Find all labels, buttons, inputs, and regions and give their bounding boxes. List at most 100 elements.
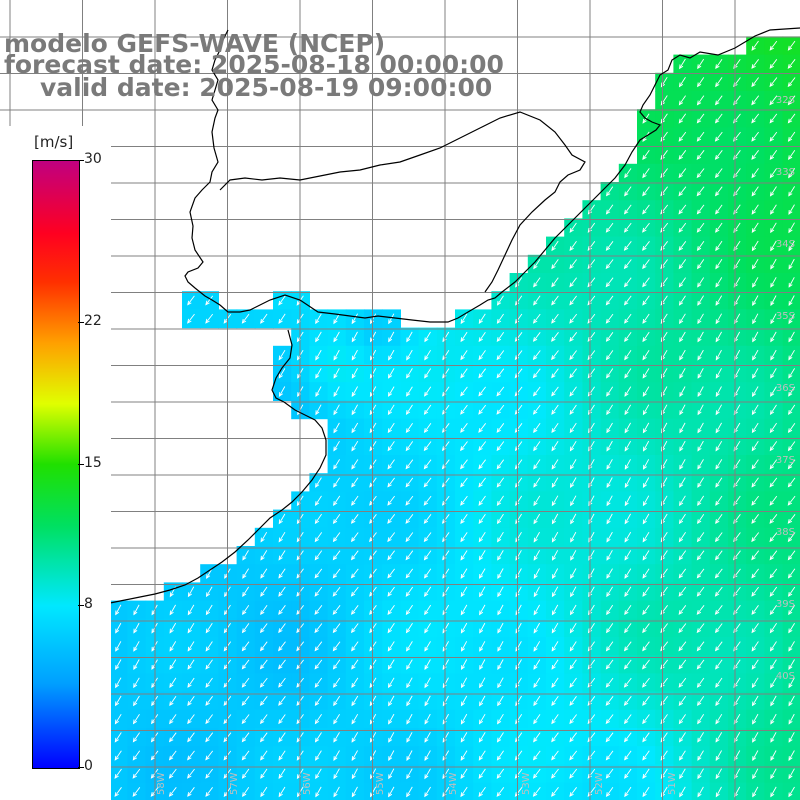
wind-arrow: [751, 532, 760, 543]
wind-arrow: [624, 350, 632, 361]
wind-arrow: [551, 259, 559, 270]
colorbar-tick-mark: [78, 463, 84, 465]
wind-arrow: [406, 641, 413, 652]
wind-arrow: [715, 477, 723, 488]
wind-arrow: [552, 550, 559, 561]
wind-arrow: [114, 695, 122, 707]
wind-arrow: [405, 550, 414, 561]
wind-arrow: [241, 768, 250, 779]
wind-arrow: [259, 659, 268, 670]
wind-arrow: [751, 441, 759, 452]
wind-arrow: [351, 768, 358, 780]
wind-arrow: [332, 513, 341, 525]
wind-arrow: [387, 514, 396, 524]
wind-arrow: [751, 59, 759, 69]
wind-arrow: [714, 605, 723, 615]
wind-arrow: [259, 641, 268, 652]
wind-arrow: [132, 768, 141, 779]
wind-arrow: [333, 768, 340, 780]
wind-arrow: [770, 349, 777, 361]
wind-arrow: [515, 641, 522, 652]
wind-arrow: [205, 586, 213, 598]
wind-arrow: [678, 605, 687, 615]
wind-arrow: [314, 586, 323, 597]
wind-arrow: [678, 586, 687, 597]
wind-arrow: [187, 604, 195, 616]
wind-arrow: [187, 313, 195, 324]
wind-arrow: [788, 186, 795, 197]
wind-arrow: [587, 350, 596, 361]
wind-arrow: [187, 695, 195, 707]
wind-arrow: [769, 404, 777, 415]
wind-arrow: [187, 677, 195, 688]
wind-arrow: [551, 404, 559, 415]
wind-arrow: [770, 677, 777, 689]
wind-arrow: [624, 459, 631, 470]
wind-arrow: [405, 495, 414, 506]
wind-arrow: [278, 386, 286, 397]
wind-arrow: [333, 368, 340, 379]
wind-arrow: [678, 77, 686, 88]
wind-arrow: [406, 768, 413, 780]
wind-arrow: [678, 695, 687, 707]
wind-arrow: [115, 677, 122, 689]
wind-arrow: [351, 695, 359, 707]
wind-arrow: [388, 786, 395, 798]
wind-arrow: [406, 786, 413, 798]
wind-arrow: [496, 477, 505, 488]
wind-arrow: [169, 695, 177, 707]
wind-arrow: [606, 422, 613, 434]
wind-arrow: [169, 604, 176, 616]
wind-arrow: [569, 768, 578, 779]
wind-arrow: [551, 586, 559, 598]
wind-arrow: [678, 677, 687, 688]
wind-arrow: [696, 150, 705, 160]
wind-arrow: [642, 186, 650, 197]
wind-arrow: [315, 477, 322, 488]
wind-arrow: [387, 641, 395, 652]
wind-arrow: [696, 222, 705, 233]
wind-arrow: [696, 641, 705, 652]
wind-arrow: [606, 513, 613, 525]
title-model: modelo GEFS-WAVE (NCEP): [4, 29, 386, 58]
wind-arrow: [205, 732, 214, 743]
wind-arrow: [715, 77, 723, 88]
wind-arrow: [388, 695, 395, 707]
wind-arrow: [587, 677, 596, 688]
wind-arrow: [406, 349, 413, 361]
wind-arrow: [497, 677, 504, 689]
wind-arrow: [624, 477, 631, 489]
wind-arrow: [551, 422, 559, 434]
wind-arrow: [405, 459, 414, 470]
wind-arrow: [333, 386, 340, 398]
wind-arrow: [533, 659, 541, 670]
wind-arrow: [460, 713, 468, 725]
wind-arrow: [788, 240, 795, 252]
wind-arrow: [515, 622, 522, 634]
wind-arrow: [715, 204, 723, 215]
wind-arrow: [551, 350, 559, 361]
wind-arrow: [788, 331, 795, 343]
wind-arrow: [642, 149, 650, 161]
wind-arrow: [496, 441, 505, 452]
wind-arrow: [769, 77, 778, 88]
wind-arrow: [388, 768, 395, 780]
wind-arrow: [424, 386, 432, 397]
wind-arrow: [168, 787, 177, 797]
wind-arrow: [715, 295, 723, 306]
colorbar-tick-mark: [78, 767, 84, 768]
wind-arrow: [770, 240, 777, 252]
wind-arrow: [751, 495, 759, 506]
wind-arrow: [497, 713, 504, 725]
wind-arrow: [168, 750, 177, 761]
wind-arrow: [479, 695, 486, 707]
wind-arrow: [350, 623, 359, 634]
wind-arrow: [696, 550, 705, 561]
wind-arrow: [642, 786, 650, 798]
wind-arrow: [478, 750, 486, 761]
wind-arrow: [351, 495, 359, 506]
wind-arrow: [714, 586, 723, 597]
wind-arrow: [752, 786, 759, 798]
wind-arrow: [642, 659, 650, 670]
wind-arrow: [587, 787, 596, 797]
